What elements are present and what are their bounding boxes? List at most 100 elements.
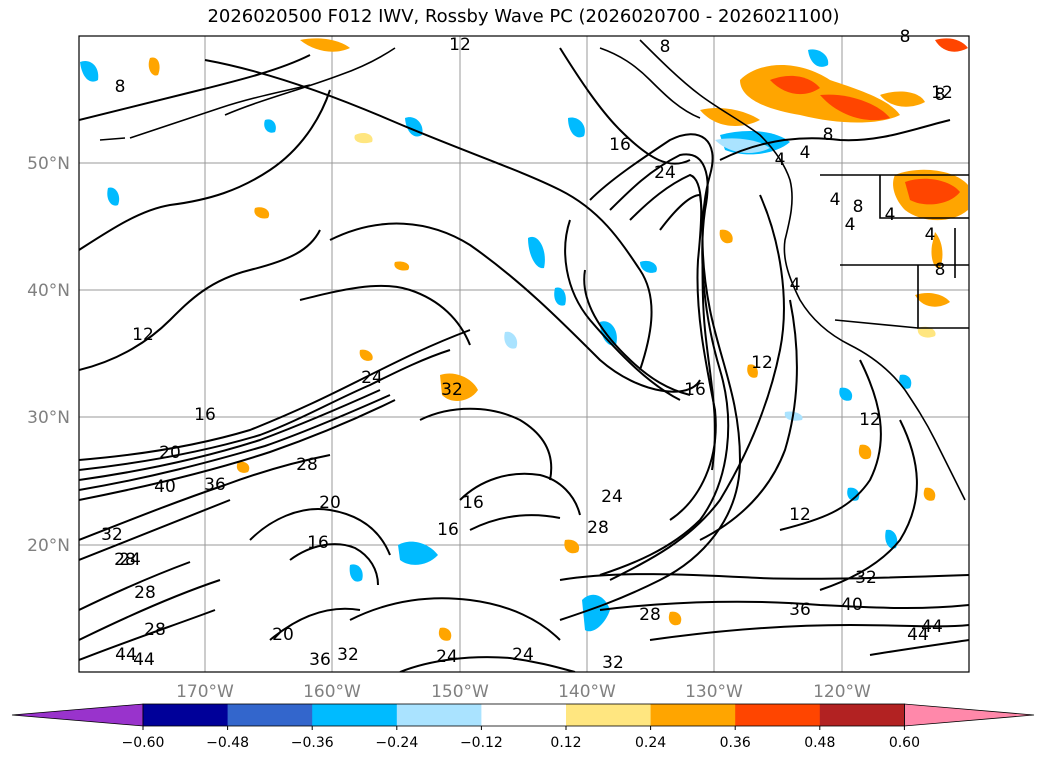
contour-label: 8 [935,260,946,280]
lat-label: 50°N [27,154,70,174]
colorbar-segment [312,704,398,726]
contour-label: 16 [684,380,706,400]
contour-label: 44 [115,645,137,665]
contour-label: 36 [309,650,331,670]
colorbar-tick-label: −0.12 [460,735,503,751]
contour-label: 8 [900,27,911,47]
plot-frame [78,35,970,673]
contour-label: 32 [855,568,877,588]
contour-label: 44 [133,650,155,670]
colorbar-frame [142,703,905,727]
lon-label: 170°W [176,682,234,702]
colorbar-segment [227,704,313,726]
colorbar-tick-label: −0.36 [291,735,334,751]
contour-label: 16 [194,405,216,425]
contour-label: 28 [639,605,661,625]
contour-label: 4 [800,143,811,163]
colorbar-tick-label: 0.24 [635,735,666,751]
contour-label: 4 [885,205,896,225]
contour-label: 4 [845,215,856,235]
contour-label: 4 [830,190,841,210]
contour-label: 16 [307,533,329,553]
contour-label: 28 [144,620,166,640]
contour-label: 20 [319,493,341,513]
colorbar-tick-label: 0.36 [720,735,751,751]
colorbar-segment [143,704,229,726]
contour-label: 16 [437,520,459,540]
lon-label: 120°W [813,682,871,702]
lat-label: 20°N [27,536,70,556]
contour-label: 40 [841,595,863,615]
colorbar-tick-label: −0.48 [206,735,249,751]
contour-label: 16 [462,493,484,513]
contour-label: 8 [935,85,946,105]
contour-label: 32 [101,525,123,545]
lat-label: 40°N [27,281,70,301]
colorbar-segment [481,704,567,726]
colorbar-tick-label: −0.24 [375,735,418,751]
contour-label: 32 [337,645,359,665]
colorbar-segment [566,704,652,726]
lon-label: 130°W [685,682,743,702]
contour-label: 28 [296,455,318,475]
longitude-labels: 170°W 160°W 150°W 140°W 130°W 120°W [176,682,871,702]
lon-label: 140°W [558,682,616,702]
graticule [79,36,969,672]
contour-label: 44 [921,617,943,637]
contour-label: 40 [154,477,176,497]
contour-label: 24 [436,647,458,667]
positive-anomaly-shading [148,38,968,641]
colorbar-segment [396,704,482,726]
colorbar-segment [819,704,905,726]
colorbar: −0.60 −0.48 −0.36 −0.24 −0.12 0.12 0.24 0.36 0.4… [11,703,1035,751]
contour-label: 24 [361,368,383,388]
contour-label: 36 [789,600,811,620]
contour-label: 44 [907,625,929,645]
plot-area [79,36,969,672]
contour-label: 4 [925,225,936,245]
contour-label: 16 [609,135,631,155]
contour-label: 20 [272,625,294,645]
contour-label: 20 [159,443,181,463]
coastlines [99,39,969,501]
contour-label: 28 [114,550,136,570]
contour-label: 24 [654,163,676,183]
lat-label: 30°N [27,408,70,428]
contour-label: 4 [790,275,801,295]
contour-label: 24 [601,487,623,507]
contour-label: 12 [859,410,881,430]
contour-label: 28 [134,583,156,603]
contour-label: 8 [660,37,671,57]
colorbar-tick-label: 0.48 [804,735,835,751]
map-title: 2026020500 F012 IWV, Rossby Wave PC (202… [207,6,840,27]
colorbar-tick-label: −0.60 [122,735,165,751]
contour-label: 24 [512,645,534,665]
contour-label: 8 [853,197,864,217]
colorbar-extend-high [904,703,1035,727]
contour-label: 8 [115,77,126,97]
lon-label: 160°W [303,682,361,702]
contour-label: 32 [441,380,463,400]
colorbar-extend-low [11,703,144,727]
iwv-contours [79,47,969,672]
colorbar-segment [650,704,736,726]
contour-label: 12 [931,83,953,103]
lon-label: 150°W [431,682,489,702]
contour-label: 4 [775,150,786,170]
contour-label: 24 [119,550,141,570]
contour-label: 12 [132,325,154,345]
contour-label: 12 [789,505,811,525]
contour-label: 28 [587,518,609,538]
colorbar-tick-label: 0.12 [550,735,581,751]
contour-label: 12 [751,353,773,373]
colorbar-tick-label: 0.60 [889,735,920,751]
contour-label: 36 [204,475,226,495]
colorbar-segment [735,704,821,726]
contour-label: 8 [823,125,834,145]
latitude-labels: 50°N 40°N 30°N 20°N [27,154,70,556]
contour-label: 32 [602,653,624,673]
contour-label: 12 [449,35,471,55]
negative-anomaly-shading [80,49,912,632]
